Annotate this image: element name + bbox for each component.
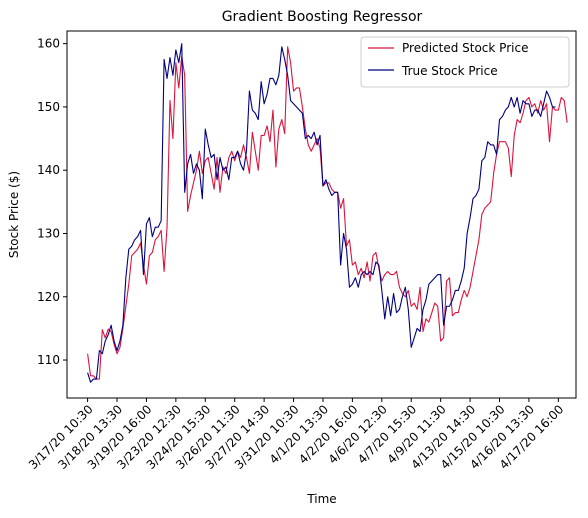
legend-box	[360, 36, 570, 88]
x-axis: 3/17/20 10:303/18/20 13:303/19/20 16:003…	[26, 398, 566, 472]
y-tick-label: 110	[37, 353, 60, 367]
series-line-predicted	[87, 46, 568, 380]
y-tick-label: 150	[37, 100, 60, 114]
legend: Predicted Stock Price True Stock Price	[360, 36, 570, 88]
chart-title: Gradient Boosting Regressor	[222, 9, 423, 25]
x-axis-title: Time	[306, 492, 336, 506]
series-line-true	[87, 43, 556, 383]
y-tick-label: 160	[37, 37, 60, 51]
y-tick-label: 120	[37, 290, 60, 304]
y-axis: 110 120 130 140 150 160	[37, 37, 67, 367]
plot-area	[87, 43, 568, 383]
y-axis-title: Stock Price ($)	[7, 171, 21, 258]
plot-frame	[66, 30, 577, 399]
legend-label-predicted: Predicted Stock Price	[402, 41, 528, 55]
y-tick-label: 130	[37, 226, 60, 240]
y-tick-label: 140	[37, 163, 60, 177]
legend-label-true: True Stock Price	[401, 64, 498, 78]
